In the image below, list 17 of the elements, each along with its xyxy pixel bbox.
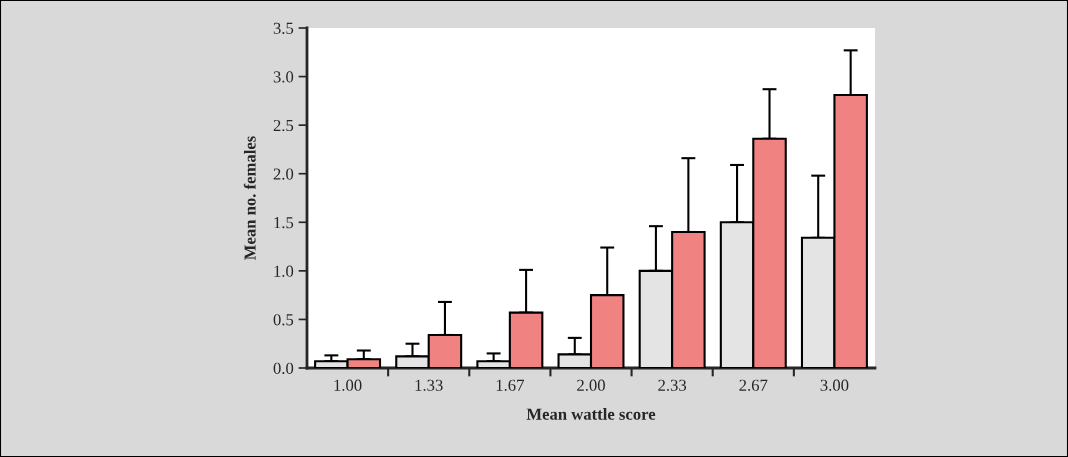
y-tick-label: 2.0: [273, 168, 294, 180]
x-tick-label: 1.67: [496, 379, 524, 391]
x-tick-label: 2.00: [577, 379, 605, 391]
y-tick-label: 1.5: [274, 217, 294, 229]
y-tick-label: 0.0: [273, 362, 294, 375]
y-tick-label: 3.0: [273, 71, 294, 83]
x-tick-label: 2.33: [658, 379, 687, 391]
x-tick-label: 3.00: [820, 379, 849, 391]
x-tick-label: 1.33: [415, 379, 443, 391]
y-tick-label: 2.5: [273, 119, 294, 132]
x-tick-label: 2.67: [739, 379, 768, 391]
x-tick-label: 1.00: [334, 379, 362, 391]
y-axis-title: Mean no. females: [243, 136, 256, 260]
y-tick-label: 0.5: [273, 314, 294, 326]
x-axis-title: Mean wattle score: [526, 408, 656, 420]
y-tick-label: 3.5: [273, 22, 294, 35]
y-tick-label: 1.0: [274, 265, 294, 277]
